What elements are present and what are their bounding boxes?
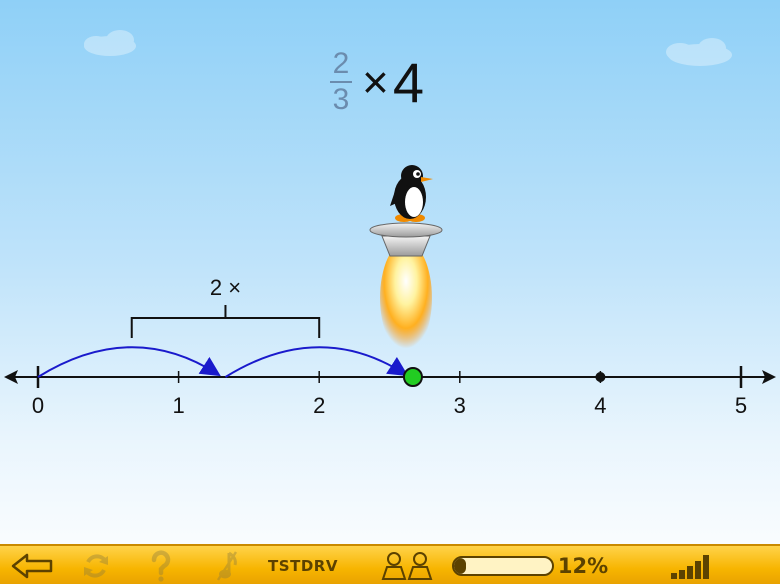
- multiplier: 4: [392, 50, 425, 114]
- rocket-platform: [369, 222, 443, 238]
- refresh-button[interactable]: [78, 550, 114, 582]
- help-button[interactable]: [146, 550, 176, 582]
- signal-indicator: [668, 550, 716, 582]
- users-button[interactable]: [378, 550, 436, 582]
- cloud-right: [666, 38, 732, 66]
- fraction-bar: [330, 81, 352, 83]
- problem-expression: 2 3 × 4: [330, 42, 424, 122]
- tick-label-4: 4: [594, 393, 606, 418]
- group-bracket: 2 ×: [130, 275, 321, 338]
- progress-label: 12%: [557, 554, 609, 578]
- hop-arrows: [37, 346, 409, 378]
- music-off-icon: [216, 551, 238, 581]
- tick-label-0: 0: [32, 393, 44, 418]
- tick-label-2: 2: [313, 393, 325, 418]
- refresh-icon: [84, 554, 108, 578]
- hop-arrow-1: [37, 346, 221, 378]
- mute-button[interactable]: [212, 550, 242, 582]
- rocket-nozzle: [381, 235, 431, 257]
- answer-point[interactable]: [402, 367, 423, 387]
- hop-arrow-2: [224, 346, 409, 378]
- tick-label-3: 3: [454, 393, 466, 418]
- toolbar: TSTDRV 12%: [0, 544, 780, 584]
- bracket-label: 2 ×: [210, 275, 241, 300]
- background-svg: [0, 0, 780, 544]
- users-icon: [381, 552, 433, 580]
- student-code: TSTDRV: [266, 550, 340, 582]
- multiply-operator: ×: [362, 56, 389, 108]
- number-line: 0 1 2 3 4 5 2 ×: [4, 165, 776, 418]
- cloud-left: [84, 30, 136, 56]
- back-button[interactable]: [10, 550, 54, 582]
- signal-bars-icon: [671, 555, 709, 579]
- fraction-numerator: 2: [332, 47, 350, 80]
- axis-arrow-right: [762, 370, 776, 384]
- fraction-denominator: 3: [332, 83, 350, 116]
- progress-fill: [454, 558, 466, 574]
- progress-bar: [452, 556, 554, 576]
- fraction: 2 3: [330, 49, 352, 115]
- penguin-icon: [390, 165, 433, 222]
- marked-point: [595, 372, 606, 382]
- question-icon: [151, 550, 171, 582]
- rocket-penguin[interactable]: [369, 165, 443, 354]
- progress-percent: 12%: [558, 550, 608, 582]
- arrow-left-icon: [11, 553, 53, 579]
- axis-arrow-left: [4, 370, 18, 384]
- tick-label-1: 1: [172, 393, 184, 418]
- tick-label-5: 5: [735, 393, 747, 418]
- rocket-flame: [380, 242, 432, 354]
- axis-ticks: 0 1 2 3 4 5: [32, 366, 747, 418]
- bracket-shape: [130, 305, 321, 338]
- student-code-label: TSTDRV: [268, 557, 338, 575]
